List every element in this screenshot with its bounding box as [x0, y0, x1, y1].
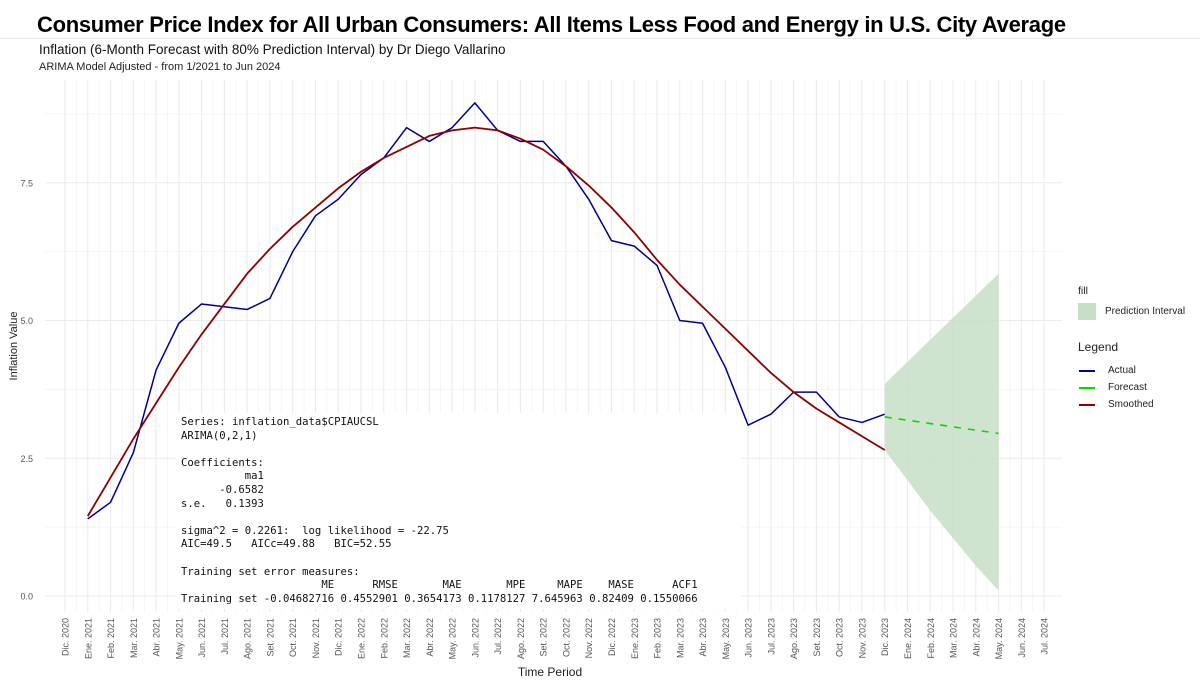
legend-label: Forecast — [1108, 382, 1147, 393]
divider — [0, 38, 1200, 39]
x-tick-label: Feb. 2023 — [653, 618, 663, 659]
x-tick-label: May. 2021 — [174, 618, 184, 659]
x-tick-label: Mar. 2023 — [675, 618, 685, 658]
legend: fill Prediction Interval Legend Actual F… — [1078, 285, 1185, 413]
x-tick-label: Set. 2022 — [539, 618, 549, 657]
x-tick-label: Set. 2021 — [265, 618, 275, 657]
x-tick-label: Ago. 2021 — [243, 618, 253, 659]
x-tick-label: Nov. 2022 — [584, 618, 594, 658]
x-tick-label: Abr. 2024 — [971, 618, 981, 657]
x-tick-label: Feb. 2021 — [106, 618, 116, 659]
chart-subtitle: Inflation (6-Month Forecast with 80% Pre… — [39, 42, 506, 57]
legend-fill-title: fill — [1078, 285, 1088, 297]
x-tick-label: Dic. 2020 — [61, 618, 71, 656]
x-tick-label: Jun. 2023 — [744, 618, 754, 658]
arima-summary-text: Series: inflation_data$CPIAUCSL ARIMA(0,… — [181, 416, 698, 605]
x-tick-label: Nov. 2021 — [311, 618, 321, 658]
actual-swatch — [1079, 369, 1095, 372]
chart-caption: ARIMA Model Adjusted - from 1/2021 to Ju… — [39, 61, 281, 73]
x-tick-label: Oct. 2021 — [288, 618, 298, 657]
y-tick-label: 2.5 — [20, 454, 33, 464]
x-tick-label: Jul. 2021 — [220, 618, 230, 655]
x-tick-label: Ago. 2022 — [516, 618, 526, 659]
prediction-interval-swatch — [1078, 303, 1096, 320]
x-tick-label: Jul. 2023 — [766, 618, 776, 655]
x-tick-label: May. 2022 — [448, 618, 458, 659]
x-tick-label: Ene. 2023 — [630, 618, 640, 659]
main-title: Consumer Price Index for All Urban Consu… — [37, 12, 1066, 37]
x-tick-label: Jun. 2022 — [470, 618, 480, 658]
x-tick-label: Mar. 2021 — [129, 618, 139, 658]
series-lines — [86, 102, 999, 520]
x-tick-label: Ene. 2022 — [357, 618, 367, 659]
legend-label: Prediction Interval — [1105, 306, 1186, 317]
series-smoothed-line — [86, 126, 886, 517]
y-tick-label: 7.5 — [20, 178, 33, 188]
y-tick-label: 0.0 — [20, 592, 33, 602]
x-tick-label: Jul. 2022 — [493, 618, 503, 655]
legend-item-actual: Actual — [1078, 362, 1185, 379]
x-tick-label: Mar. 2024 — [949, 618, 959, 658]
x-tick-label: May. 2024 — [994, 618, 1004, 659]
legend-item-forecast: Forecast — [1078, 379, 1185, 396]
legend-item-smoothed: Smoothed — [1078, 396, 1185, 413]
x-tick-label: May. 2023 — [721, 618, 731, 659]
x-tick-label: Abr. 2022 — [425, 618, 435, 657]
series-actual-line — [87, 102, 885, 520]
x-tick-label: Mar. 2022 — [402, 618, 412, 658]
y-tick-label: 5.0 — [20, 316, 33, 326]
x-tick-label: Jun. 2021 — [197, 618, 207, 658]
legend-label: Smoothed — [1108, 399, 1154, 410]
x-tick-label: Jun. 2024 — [1017, 618, 1027, 658]
x-tick-label: Dic. 2022 — [607, 618, 617, 656]
x-tick-label: Dic. 2023 — [880, 618, 890, 656]
x-tick-label: Oct. 2023 — [835, 618, 845, 657]
prediction-interval-area — [884, 273, 999, 591]
smoothed-swatch — [1079, 403, 1095, 406]
legend-label: Actual — [1108, 365, 1136, 376]
legend-lines-title: Legend — [1078, 340, 1119, 354]
x-tick-label: Abr. 2021 — [152, 618, 162, 657]
arima-summary-panel — [176, 413, 741, 609]
x-tick-label: Feb. 2022 — [379, 618, 389, 659]
x-tick-label: Nov. 2023 — [857, 618, 867, 658]
legend-item-prediction-interval: Prediction Interval — [1078, 303, 1185, 320]
x-tick-label: Oct. 2022 — [561, 618, 571, 657]
x-tick-label: Ene. 2021 — [83, 618, 93, 659]
x-tick-label: Abr. 2023 — [698, 618, 708, 657]
x-tick-label: Jul. 2024 — [1040, 618, 1050, 655]
x-tick-label: Feb. 2024 — [926, 618, 936, 659]
x-axis-label: Time Period — [517, 665, 583, 679]
y-tick-labels: 0.0 2.5 5.0 7.5 — [20, 178, 33, 601]
x-tick-label: Ene. 2024 — [903, 618, 913, 659]
x-tick-label: Ago. 2023 — [789, 618, 799, 659]
x-tick-label: Dic. 2021 — [334, 618, 344, 656]
x-tick-label: Set. 2023 — [812, 618, 822, 657]
forecast-swatch — [1079, 386, 1095, 389]
y-axis-label: Inflation Value — [8, 311, 20, 381]
x-tick-labels: Dic. 2020 Ene. 2021 Feb. 2021 Mar. 2021 Abr.… — [61, 618, 1050, 659]
prediction-interval-band — [884, 273, 999, 591]
series-forecast-line — [884, 416, 999, 435]
